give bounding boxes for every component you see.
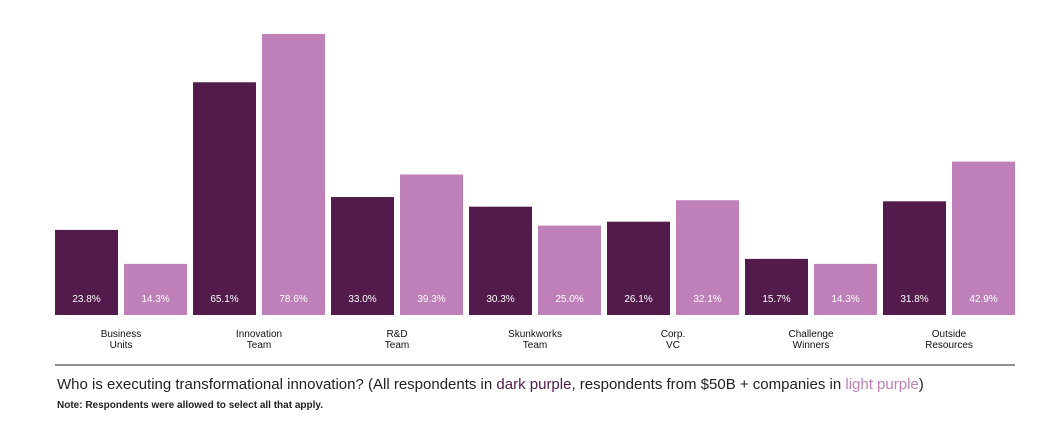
x-tick-label: R&D Team: [384, 329, 410, 351]
bar: [400, 174, 463, 315]
value-label: 23.8%: [72, 294, 100, 305]
value-label: 14.3%: [141, 294, 169, 305]
value-label: 14.3%: [831, 294, 859, 305]
bar: [55, 229, 118, 315]
value-label: 65.1%: [210, 294, 238, 305]
x-tick-label: Business Units: [100, 329, 142, 351]
value-label: 25.0%: [555, 294, 583, 305]
value-label: 78.6%: [279, 294, 307, 305]
value-label: 33.0%: [348, 294, 376, 305]
bar: [952, 161, 1015, 315]
bar: [124, 263, 187, 315]
note: Note: Respondents were allowed to select…: [57, 400, 323, 411]
x-tick-label: Skunkworks Team: [508, 329, 562, 351]
x-tick-label: Outside Resources: [925, 329, 973, 351]
value-label: 32.1%: [693, 294, 721, 305]
bar: [607, 221, 670, 315]
bar: [262, 34, 325, 315]
value-label: 15.7%: [762, 294, 790, 305]
value-label: 31.8%: [900, 294, 928, 305]
caption-text: Who is executing transformational innova…: [57, 376, 497, 393]
caption: Who is executing transformational innova…: [57, 376, 924, 393]
bar: [331, 197, 394, 315]
caption-light: light purple: [845, 376, 919, 393]
bar: [814, 263, 877, 315]
caption-dark: dark purple: [496, 376, 572, 393]
x-tick-label: Challenge Winners: [788, 329, 834, 351]
value-label: 42.9%: [969, 294, 997, 305]
bar: [469, 206, 532, 315]
x-tick-label: Corp. VC: [660, 329, 686, 351]
value-label: 39.3%: [417, 294, 445, 305]
x-tick-label: Innovation Team: [235, 329, 283, 351]
bar: [538, 225, 601, 315]
bar: [745, 258, 808, 315]
caption-text: ): [918, 376, 924, 393]
bar: [883, 201, 946, 315]
value-label: 26.1%: [624, 294, 652, 305]
bar: [676, 200, 739, 315]
value-label: 30.3%: [486, 294, 514, 305]
bar: [193, 82, 256, 315]
caption-text: , respondents from $50B + companies in: [571, 376, 846, 393]
